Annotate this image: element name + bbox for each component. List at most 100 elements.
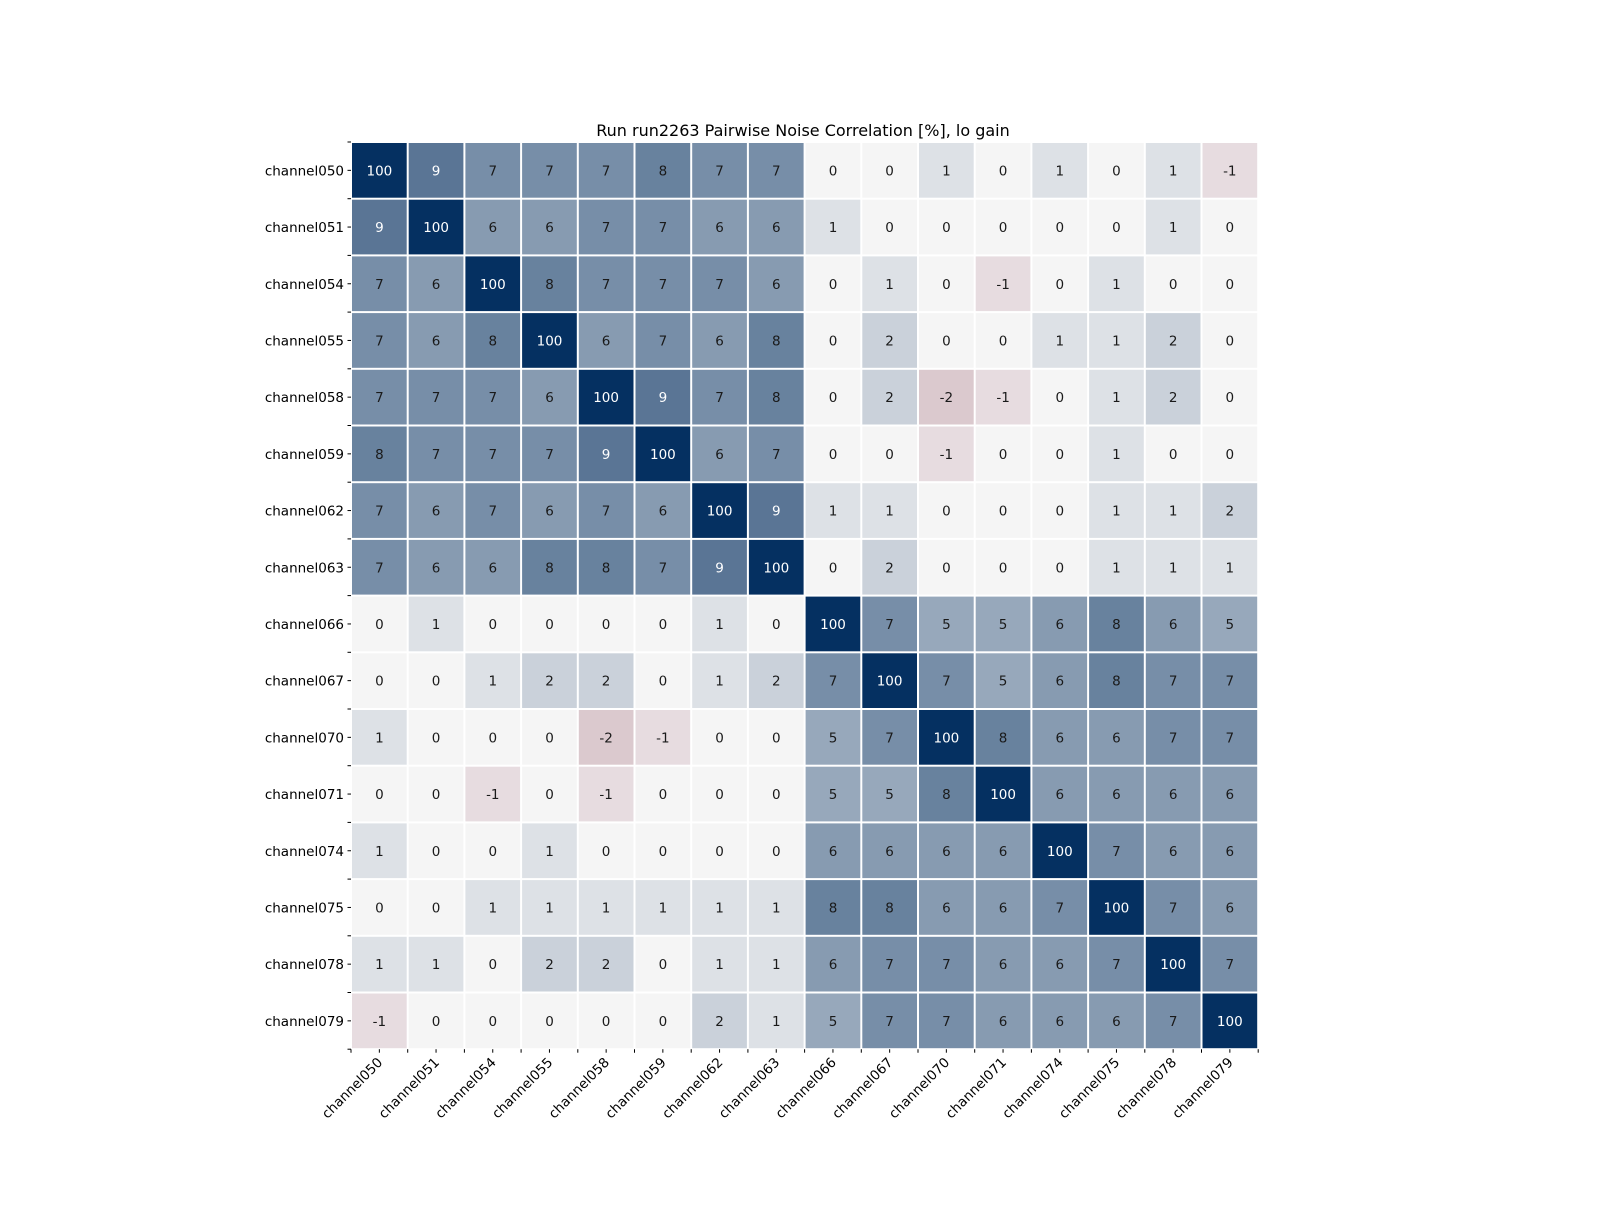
cell-value-label: -2 xyxy=(940,390,953,406)
heatmap-cell xyxy=(919,256,974,312)
cell-value-label: 100 xyxy=(537,334,563,350)
heatmap-cell xyxy=(975,993,1031,1049)
heatmap-cell xyxy=(635,199,691,255)
heatmap-cell xyxy=(862,993,917,1049)
heatmap-cell xyxy=(805,426,861,482)
cell-value-label: 8 xyxy=(999,730,1008,746)
cell-value-label: 0 xyxy=(659,844,668,860)
heatmap-cell xyxy=(408,936,464,992)
heatmap-cell xyxy=(692,369,747,425)
heatmap-cell xyxy=(1202,256,1258,312)
cell-value-label: 1 xyxy=(1226,560,1235,576)
heatmap-cell xyxy=(1145,199,1201,255)
heatmap-cell xyxy=(408,993,464,1049)
cell-value-label: 0 xyxy=(885,220,894,236)
cell-value-label: 7 xyxy=(432,390,441,406)
cell-value-label: 7 xyxy=(489,447,498,463)
cell-value-label: 0 xyxy=(1226,447,1235,463)
heatmap-cell xyxy=(805,596,861,652)
heatmap-cell xyxy=(805,653,861,708)
heatmap-cell xyxy=(1032,596,1088,652)
heatmap-cell xyxy=(748,199,804,255)
cell-value-label: 7 xyxy=(942,674,951,690)
heatmap-cell xyxy=(692,823,747,879)
heatmap-cell xyxy=(1089,143,1144,198)
cell-value-label: 8 xyxy=(829,901,838,917)
cell-value-label: 6 xyxy=(1169,787,1178,803)
cell-value-label: 1 xyxy=(1169,220,1178,236)
heatmap-cell xyxy=(578,539,634,595)
cell-value-label: 100 xyxy=(990,787,1016,803)
heatmap-cell xyxy=(1202,993,1258,1049)
cell-value-label: 7 xyxy=(885,1014,894,1030)
heatmap-cell xyxy=(522,313,577,368)
cell-value-label: 8 xyxy=(659,163,668,179)
cell-value-label: 0 xyxy=(432,1014,441,1030)
heatmap-cell xyxy=(1202,426,1258,482)
cell-value-label: 0 xyxy=(602,617,611,633)
heatmap-cell xyxy=(635,993,691,1049)
cell-value-label: 100 xyxy=(1047,844,1073,860)
cell-value-label: 0 xyxy=(602,1014,611,1030)
cell-value-label: 2 xyxy=(1169,334,1178,350)
heatmap-cell xyxy=(352,710,407,765)
heatmap-cell xyxy=(1202,936,1258,992)
cell-value-label: 0 xyxy=(999,334,1008,350)
cell-value-label: 7 xyxy=(602,504,611,520)
heatmap-cell xyxy=(1202,143,1258,198)
heatmap-cell xyxy=(805,369,861,425)
y-tick-label: channel051 xyxy=(265,220,344,236)
heatmap-cell xyxy=(578,653,634,708)
heatmap-cell xyxy=(635,653,691,708)
cell-value-label: 6 xyxy=(432,504,441,520)
cell-value-label: 2 xyxy=(885,560,894,576)
heatmap-cell xyxy=(748,369,804,425)
heatmap-cell xyxy=(805,880,861,935)
y-tick-label: channel055 xyxy=(265,334,344,350)
cell-value-label: 6 xyxy=(772,220,781,236)
cell-value-label: 7 xyxy=(1226,957,1235,973)
heatmap-cell xyxy=(748,143,804,198)
cell-value-label: 0 xyxy=(999,220,1008,236)
heatmap-cell xyxy=(692,710,747,765)
cell-value-label: 0 xyxy=(375,901,384,917)
cell-value-label: 100 xyxy=(423,220,449,236)
heatmap-cell xyxy=(805,143,861,198)
cell-value-label: 0 xyxy=(829,163,838,179)
cell-value-label: 7 xyxy=(545,163,554,179)
heatmap-cell xyxy=(352,993,407,1049)
heatmap-cell xyxy=(1202,823,1258,879)
cell-value-label: 8 xyxy=(375,447,384,463)
cell-value-label: 6 xyxy=(999,901,1008,917)
heatmap-cell xyxy=(465,143,521,198)
cell-value-label: 1 xyxy=(602,901,611,917)
heatmap-cell xyxy=(408,823,464,879)
heatmap-cell xyxy=(1032,199,1088,255)
heatmap-cell xyxy=(408,143,464,198)
cell-value-label: 6 xyxy=(999,957,1008,973)
heatmap-cell xyxy=(1202,199,1258,255)
cell-value-label: 1 xyxy=(1169,163,1178,179)
cell-value-label: 6 xyxy=(772,277,781,293)
cell-value-label: 0 xyxy=(1112,220,1121,236)
cell-value-label: 9 xyxy=(772,504,781,520)
cell-value-label: 0 xyxy=(885,447,894,463)
cell-value-label: 7 xyxy=(885,617,894,633)
cell-value-label: 1 xyxy=(659,901,668,917)
heatmap-cell xyxy=(522,143,577,198)
cell-value-label: 100 xyxy=(877,674,903,690)
heatmap-cell xyxy=(975,369,1031,425)
cell-value-label: 7 xyxy=(1169,730,1178,746)
cell-value-label: 7 xyxy=(829,674,838,690)
heatmap-cell xyxy=(1145,483,1201,538)
heatmap-cell xyxy=(1145,426,1201,482)
heatmap-cell xyxy=(635,256,691,312)
cell-value-label: 6 xyxy=(942,901,951,917)
heatmap-cell xyxy=(748,483,804,538)
cell-value-label: 1 xyxy=(432,617,441,633)
cell-value-label: 7 xyxy=(432,447,441,463)
cell-value-label: 0 xyxy=(375,617,384,633)
heatmap-cell xyxy=(805,993,861,1049)
cell-value-label: 7 xyxy=(1056,901,1065,917)
heatmap-cell xyxy=(408,313,464,368)
